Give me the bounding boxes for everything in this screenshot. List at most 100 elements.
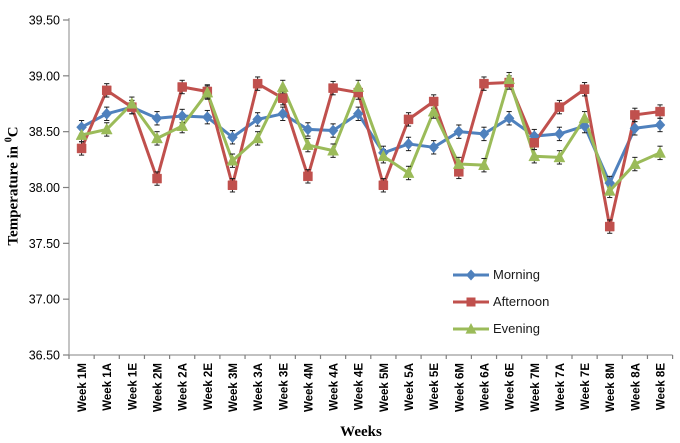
series-line-afternoon xyxy=(80,81,662,229)
marker-square-afternoon xyxy=(655,106,665,117)
x-category-label: Week 5E xyxy=(429,363,441,410)
x-category-label: Week 1M xyxy=(77,363,89,412)
y-axis-title-text: Temperature in xyxy=(5,142,22,246)
marker-diamond-morning xyxy=(403,138,414,150)
marker-square-afternoon xyxy=(378,180,389,191)
marker-diamond-morning xyxy=(151,112,163,125)
y-axis-title-unit: C xyxy=(5,126,22,138)
legend-label-evening: Evening xyxy=(493,321,540,336)
marker-triangle-evening xyxy=(352,80,365,92)
legend-item-morning: Morning xyxy=(452,261,549,288)
x-category-label: Week 6E xyxy=(505,363,517,410)
marker-square-afternoon xyxy=(554,102,565,112)
x-category-label: Week 3M xyxy=(228,363,240,412)
y-tick-label: 38.00 xyxy=(29,181,60,195)
x-category-label: Week 6A xyxy=(479,363,491,411)
x-category-label: Week 7M xyxy=(530,363,542,412)
marker-square-afternoon xyxy=(529,138,540,148)
marker-triangle-evening xyxy=(176,119,189,131)
x-category-label: Week 5A xyxy=(404,363,416,411)
marker-triangle-evening xyxy=(603,184,616,196)
marker-square-afternoon xyxy=(403,114,414,125)
legend: Morning Afternoon Evening xyxy=(452,261,549,342)
marker-square-afternoon xyxy=(101,85,112,96)
marker-square-afternoon xyxy=(177,82,187,92)
marker-square-afternoon xyxy=(428,96,439,107)
y-tick-label: 36.50 xyxy=(29,349,60,363)
x-axis-title: Weeks xyxy=(340,424,382,440)
x-category-label: Week 3E xyxy=(278,363,290,410)
marker-triangle-evening xyxy=(452,157,465,169)
x-category-label: Week 8E xyxy=(656,363,668,410)
legend-marker-diamond xyxy=(466,269,476,280)
y-axis-title-superscript: 0 xyxy=(3,137,15,143)
legend-item-afternoon: Afternoon xyxy=(452,288,549,315)
marker-triangle-evening xyxy=(151,131,163,144)
y-tick-label: 39.50 xyxy=(29,14,60,28)
marker-diamond-morning xyxy=(101,107,113,120)
x-category-label: Week 1A xyxy=(102,363,114,411)
marker-square-afternoon xyxy=(76,143,87,154)
marker-diamond-morning xyxy=(654,119,666,131)
x-category-label: Week 8A xyxy=(630,363,642,411)
legend-item-evening: Evening xyxy=(452,315,549,342)
marker-diamond-morning xyxy=(277,107,289,120)
marker-triangle-evening xyxy=(528,149,541,162)
y-axis-title: Temperature in 0C xyxy=(4,126,23,245)
marker-triangle-evening xyxy=(226,154,239,166)
x-category-label: Week 8M xyxy=(605,363,617,412)
marker-diamond-morning xyxy=(252,113,263,126)
x-category-label: Week 4M xyxy=(303,363,315,412)
marker-triangle-evening xyxy=(100,122,113,135)
marker-diamond-morning xyxy=(478,128,490,140)
marker-square-afternoon xyxy=(328,83,338,93)
marker-diamond-morning xyxy=(579,120,590,132)
marker-triangle-evening xyxy=(402,166,415,178)
marker-square-afternoon xyxy=(227,180,238,191)
x-category-label: Week 7E xyxy=(580,363,592,410)
marker-diamond-morning xyxy=(554,128,565,140)
marker-diamond-morning xyxy=(352,107,364,120)
marker-diamond-morning xyxy=(453,125,465,138)
marker-square-afternoon xyxy=(252,78,263,89)
marker-triangle-evening xyxy=(478,158,490,171)
marker-square-afternoon xyxy=(303,171,313,182)
legend-marker-square xyxy=(466,297,476,306)
marker-triangle-evening xyxy=(201,86,214,98)
y-tick-label: 38.50 xyxy=(29,125,60,139)
marker-triangle-evening xyxy=(628,157,641,169)
x-category-label: Week 2M xyxy=(153,363,165,412)
y-tick-label: 39.00 xyxy=(29,69,60,83)
marker-triangle-evening xyxy=(75,128,88,140)
legend-label-morning: Morning xyxy=(493,267,540,282)
x-category-label: Week 1E xyxy=(127,363,139,410)
marker-triangle-evening xyxy=(654,146,666,158)
y-tick-label: 37.00 xyxy=(29,293,60,307)
marker-triangle-evening xyxy=(503,72,516,85)
marker-diamond-morning xyxy=(629,122,641,135)
x-category-label: Week 2E xyxy=(203,363,215,410)
x-category-label: Week 7A xyxy=(555,363,567,411)
x-category-label: Week 4A xyxy=(329,363,341,411)
marker-triangle-evening xyxy=(302,138,314,150)
evening-line-marker-icon xyxy=(453,322,489,334)
marker-triangle-evening xyxy=(276,80,289,92)
marker-triangle-evening xyxy=(427,105,440,117)
marker-diamond-morning xyxy=(227,131,238,144)
marker-triangle-evening xyxy=(578,111,591,124)
marker-diamond-morning xyxy=(327,124,339,137)
marker-square-afternoon xyxy=(579,84,590,94)
marker-triangle-evening xyxy=(125,97,138,109)
marker-triangle-evening xyxy=(327,144,339,156)
x-category-label: Week 6M xyxy=(454,363,466,412)
marker-diamond-morning xyxy=(428,141,440,154)
afternoon-line-marker-icon xyxy=(453,297,489,306)
marker-triangle-evening xyxy=(251,131,264,144)
marker-diamond-morning xyxy=(201,111,213,124)
marker-square-afternoon xyxy=(604,221,615,232)
x-category-label: Week 4E xyxy=(354,363,366,410)
marker-square-afternoon xyxy=(278,93,288,103)
marker-diamond-morning xyxy=(302,123,314,136)
